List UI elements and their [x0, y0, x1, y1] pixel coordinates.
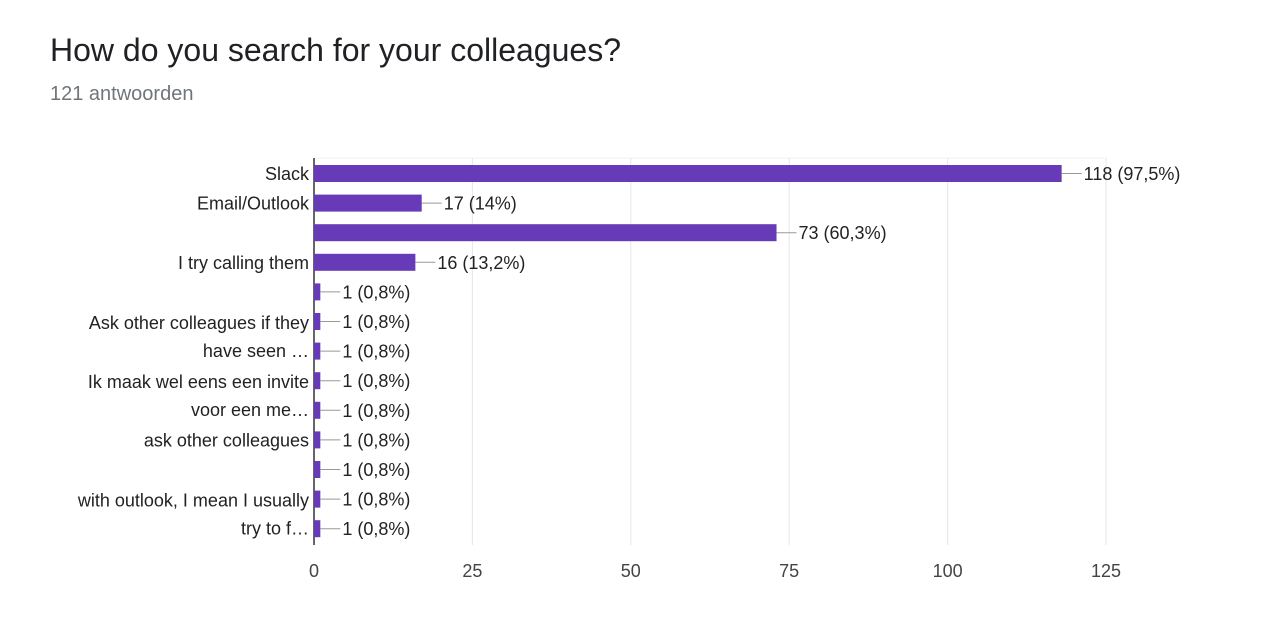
bar [314, 313, 321, 330]
data-label: 1 (0,8%) [342, 401, 410, 421]
gridlines [313, 157, 1107, 545]
bar [314, 165, 1062, 182]
bar [314, 283, 321, 301]
category-label: ask other colleagues [144, 430, 309, 450]
category-label: Email/Outlook [197, 194, 310, 214]
x-tick-label: 50 [621, 561, 641, 581]
x-tick-label: 0 [309, 561, 319, 581]
category-label: with outlook, I mean I usually [77, 490, 309, 510]
data-label: 73 (60,3%) [799, 223, 887, 243]
labels: 0 25 50 75 100 125 118 (97,5%) Slack 17 (14%) Ema… [77, 164, 1181, 581]
data-label: 16 (13,2%) [437, 253, 525, 273]
data-label: 1 (0,8%) [342, 312, 410, 332]
x-tick-label: 25 [462, 561, 482, 581]
data-label: 17 (14%) [444, 194, 517, 214]
bar [314, 253, 416, 271]
data-label: 1 (0,8%) [342, 460, 410, 480]
x-tick-label: 125 [1091, 561, 1121, 581]
bar [314, 342, 321, 360]
bar [314, 401, 321, 419]
category-label: have seen … [203, 341, 309, 361]
bar [314, 431, 321, 449]
category-label: Ik maak wel eens een invite [88, 372, 309, 392]
bar [314, 372, 321, 390]
data-label: 1 (0,8%) [342, 282, 410, 302]
category-label: try to f… [241, 518, 309, 538]
page-title: How do you search for your colleagues? [50, 32, 621, 68]
data-label: 118 (97,5%) [1084, 164, 1181, 184]
bar [314, 194, 422, 212]
data-label: 1 (0,8%) [342, 342, 410, 362]
bar [314, 490, 321, 508]
response-count: 121 antwoorden [50, 83, 194, 105]
category-label: voor een me… [191, 400, 309, 420]
bar [314, 520, 321, 538]
category-label: Slack [265, 164, 310, 184]
category-label: I try calling them [178, 253, 309, 273]
category-label: Ask other colleagues if they [89, 313, 309, 333]
data-label: 1 (0,8%) [342, 519, 410, 539]
data-label: 1 (0,8%) [342, 371, 410, 391]
x-tick-label: 100 [933, 561, 963, 581]
data-label: 1 (0,8%) [342, 430, 410, 450]
data-label: 1 (0,8%) [342, 490, 410, 510]
bars [314, 165, 1082, 538]
bar [314, 224, 777, 242]
bar [314, 461, 321, 478]
x-tick-label: 75 [779, 561, 799, 581]
